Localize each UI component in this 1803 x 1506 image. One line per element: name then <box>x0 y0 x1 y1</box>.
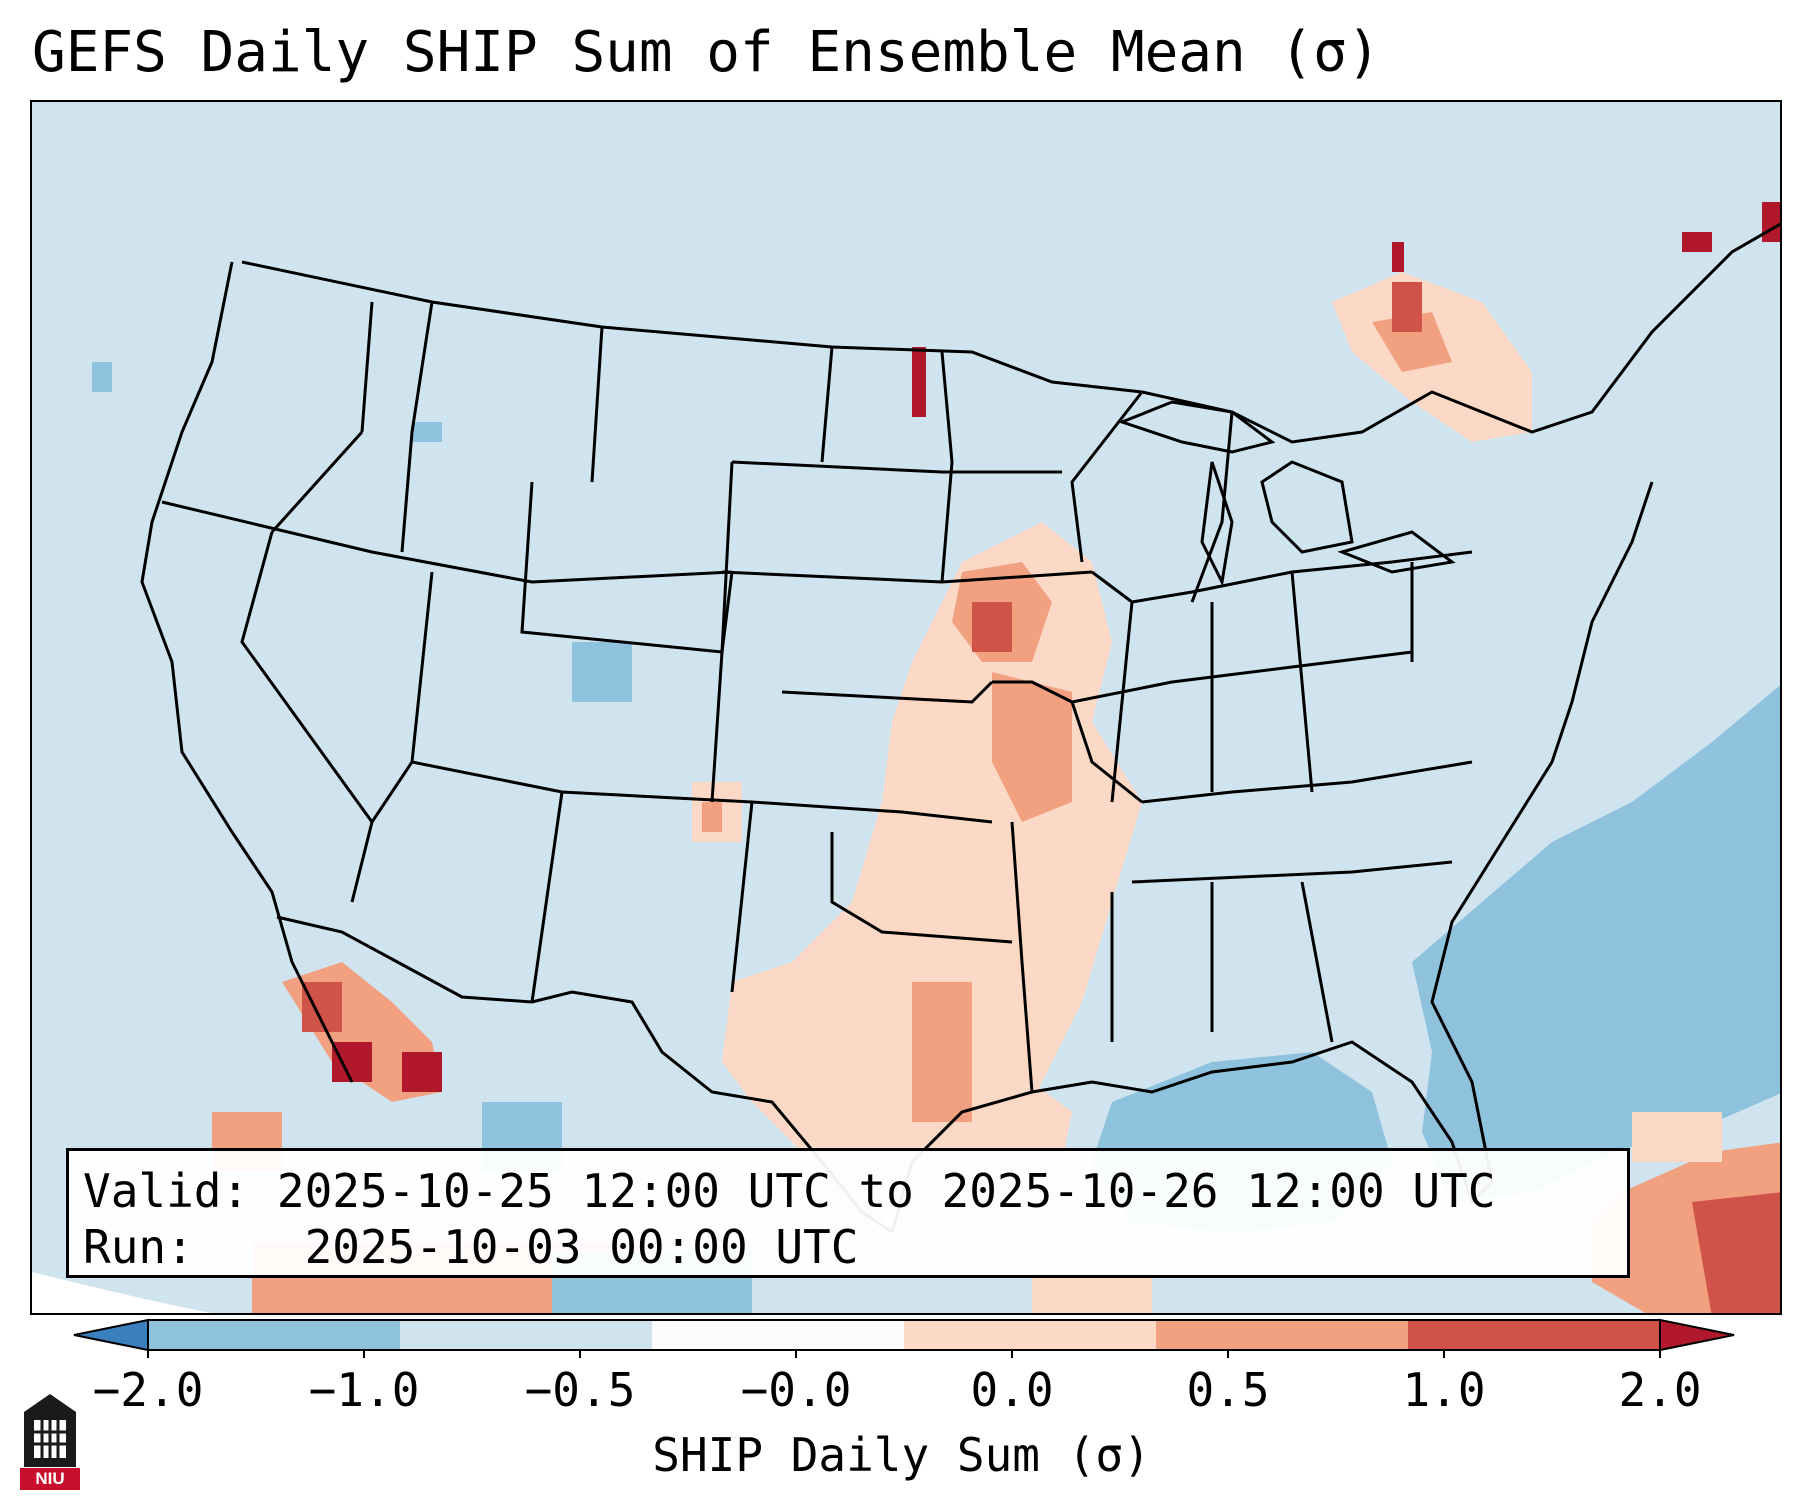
colorbar-segment <box>400 1320 653 1350</box>
colorbar-tick-label: 1.0 <box>1402 1363 1486 1417</box>
colorbar-extend-low <box>73 1318 149 1352</box>
valid-label: Valid: <box>83 1164 250 1218</box>
map-panel[interactable] <box>30 100 1782 1315</box>
atlantic-negative-anomaly <box>1412 685 1780 1202</box>
domain-edge <box>32 1272 212 1313</box>
map-title: GEFS Daily SHIP Sum of Ensemble Mean (σ) <box>32 20 1381 85</box>
niu-logo: NIU <box>20 1392 80 1494</box>
map-canvas <box>32 102 1780 1313</box>
state-borders <box>140 222 1780 1234</box>
iowa-strong-core <box>972 602 1012 652</box>
colorbar <box>73 1318 1735 1358</box>
colorbar-tick-label: −1.0 <box>308 1363 420 1417</box>
colorbar-segment <box>652 1320 905 1350</box>
colorbar-tick-label: −0.0 <box>740 1363 852 1417</box>
colorbar-segment <box>904 1320 1157 1350</box>
colorbar-segment <box>1408 1320 1661 1350</box>
colorbar-label: SHIP Daily Sum (σ) <box>652 1428 1151 1482</box>
colorado-negative-anomaly <box>572 642 632 702</box>
colorbar-outline <box>147 1319 1661 1351</box>
colorbar-tick-label: −0.5 <box>524 1363 636 1417</box>
colorbar-extend-high <box>1659 1318 1735 1352</box>
colorbar-tick-label: 0.5 <box>1186 1363 1270 1417</box>
north-dakota-streak <box>912 347 926 417</box>
niu-tower-logo-icon <box>20 1394 80 1490</box>
colorbar-segment <box>148 1320 401 1350</box>
run-label: Run: <box>83 1220 194 1274</box>
colorbar-tick-label: −2.0 <box>92 1363 204 1417</box>
valid-value: 2025-10-25 12:00 UTC to 2025-10-26 12:00… <box>276 1164 1496 1218</box>
niu-logo-text: NIU <box>35 1469 65 1488</box>
great-lakes <box>1117 400 1456 587</box>
valid-run-info-box: Valid: 2025-10-25 12:00 UTC to 2025-10-2… <box>66 1148 1630 1278</box>
colorbar-segment <box>1156 1320 1409 1350</box>
run-value: 2025-10-03 00:00 UTC <box>304 1220 859 1274</box>
colorbar-tick-label: 2.0 <box>1618 1363 1702 1417</box>
colorbar-tick-label: 0.0 <box>970 1363 1054 1417</box>
